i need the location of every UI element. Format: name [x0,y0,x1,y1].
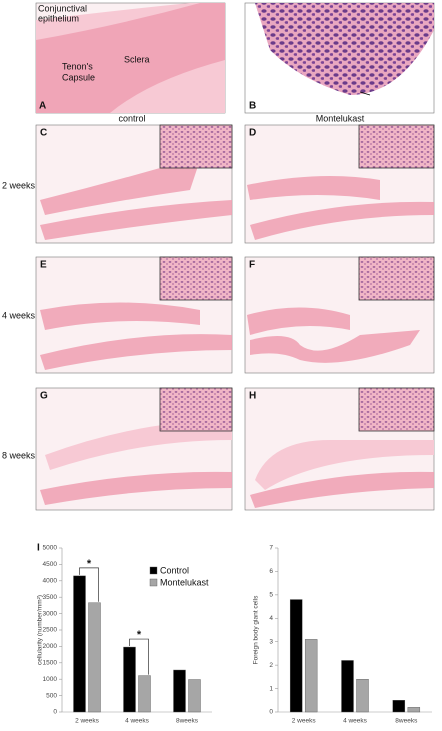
inset [358,387,435,432]
y-tick-label: 3000 [43,610,58,617]
row-label: 2 weeks [2,180,36,190]
x-tick-label: 8weeks [395,718,418,725]
bar [88,602,101,713]
annotation: Sclera [124,54,150,64]
legend-label: Montelukast [160,577,209,587]
arrow [359,91,371,96]
y-tick-label: 3 [269,638,273,645]
panel-e [35,256,233,374]
panel-label: C [40,128,47,139]
bar [392,700,406,713]
tissue [40,200,232,240]
bar [304,639,318,713]
annotation: Tenon's [62,61,93,71]
y-tick-label: 4000 [43,578,58,585]
panel-label: D [249,128,256,139]
bar [356,679,369,713]
y-tick-label: 7 [269,545,273,552]
x-tick-label: 8weeks [176,718,199,725]
x-tick-label: 2 weeks [292,718,317,725]
bar [407,707,421,713]
panel-c [35,124,233,244]
x-tick-label: 4 weeks [125,718,150,725]
row-label: 4 weeks [2,310,36,320]
panel-label: F [249,260,255,271]
tissue [40,160,200,215]
bar [138,675,151,713]
significance-bracket [79,567,99,602]
tissue [247,176,380,200]
panel-label: G [40,391,48,402]
histology [35,2,435,511]
y-tick-label: 4500 [43,561,58,568]
panel-f [244,256,435,374]
panel-label: H [249,391,256,402]
y-tick-label: 0 [53,709,57,716]
annotation: Capsule [62,72,95,82]
legend-swatch [149,578,158,587]
bar [289,599,303,713]
y-tick-label: 2 [269,662,273,669]
panel-label: B [249,101,256,112]
bar [188,679,201,713]
y-tick-label: 5000 [43,545,58,552]
y-tick-label: 4 [269,615,273,622]
tissue [40,302,200,330]
tissue [250,471,434,508]
y-tick-label: 2500 [43,627,58,634]
row-label: 8 weeks [2,450,36,460]
panel-label: I [37,543,40,554]
y-tick-label: 500 [46,692,57,699]
legend-label: Control [160,565,189,575]
y-axis-label: cellularity (number/mm²) [37,595,44,665]
panel-h [244,387,435,511]
annotation: epithelium [38,13,79,23]
annotation: Conjunctival [38,3,87,13]
inset [159,387,233,432]
inset [159,124,233,169]
inset [358,124,435,169]
y-tick-label: 1500 [43,660,58,667]
y-tick-label: 6 [269,568,273,575]
inset [159,256,233,301]
tissue [255,440,434,490]
annotation: * [87,558,92,570]
bar [341,660,354,713]
bar [173,669,186,713]
tissue [250,330,420,363]
column-header: control [118,113,145,123]
column-header: Montelukast [316,113,365,123]
tissue [40,471,232,505]
tissue [255,3,434,95]
tissue [40,334,232,370]
y-tick-label: 3500 [43,594,58,601]
y-tick-label: 5 [269,592,273,599]
y-tick-label: 1000 [43,676,58,683]
tissue [45,420,232,470]
panel-g [35,387,233,511]
bar [73,575,86,713]
inset [358,256,435,301]
y-tick-label: 0 [269,709,273,716]
panel-d [244,124,435,244]
panel-label: A [39,101,46,112]
y-axis-label: Foreign body giant cells [253,595,260,664]
x-tick-label: 4 weeks [343,718,368,725]
bar [123,646,136,713]
y-tick-label: 1 [269,685,273,692]
significance-bracket [129,638,149,675]
x-tick-label: 2 weeks [75,718,100,725]
tissue [36,3,225,113]
tissue [247,307,350,335]
annotation: * [137,629,142,641]
tissue [250,201,434,240]
y-tick-label: 2000 [43,643,58,650]
panel-label: E [40,260,47,271]
legend-swatch [149,566,158,575]
